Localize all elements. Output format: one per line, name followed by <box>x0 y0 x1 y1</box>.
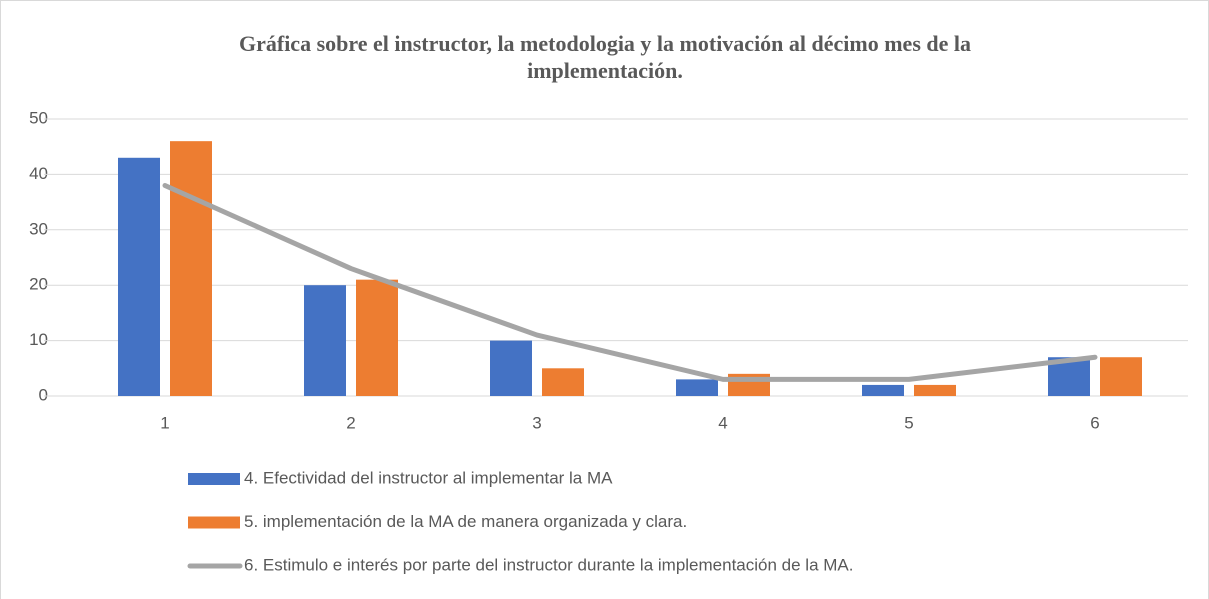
bar <box>914 384 956 396</box>
bar <box>356 279 398 396</box>
bar <box>170 141 212 396</box>
x-tick-label: 5 <box>904 413 913 432</box>
y-tick-label: 30 <box>29 219 48 238</box>
x-tick-label: 6 <box>1090 413 1099 432</box>
bar <box>1100 357 1142 396</box>
y-tick-label: 0 <box>39 385 48 404</box>
x-tick-label: 1 <box>160 413 169 432</box>
legend-swatch <box>188 473 240 485</box>
line-series <box>162 182 1098 382</box>
legend-label: 4. Efectividad del instructor al impleme… <box>244 468 613 487</box>
x-tick-label: 2 <box>346 413 355 432</box>
y-tick-label: 50 <box>29 108 48 127</box>
y-tick-label: 20 <box>29 275 48 294</box>
legend-label: 5. implementación de la MA de manera org… <box>244 512 687 531</box>
y-tick-label: 40 <box>29 164 48 183</box>
y-tick-label: 10 <box>29 330 48 349</box>
chart-title: Gráfica sobre el instructor, la metodolo… <box>238 31 971 83</box>
x-tick-label: 4 <box>718 413 727 432</box>
x-tick-label: 3 <box>532 413 541 432</box>
bar <box>490 340 532 396</box>
bar <box>542 368 584 396</box>
legend-label: 6. Estimulo e interés por parte del inst… <box>244 555 853 574</box>
bar <box>304 285 346 396</box>
legend-swatch <box>188 516 240 529</box>
bar <box>862 384 904 396</box>
bar <box>676 379 718 396</box>
bar <box>118 157 160 396</box>
